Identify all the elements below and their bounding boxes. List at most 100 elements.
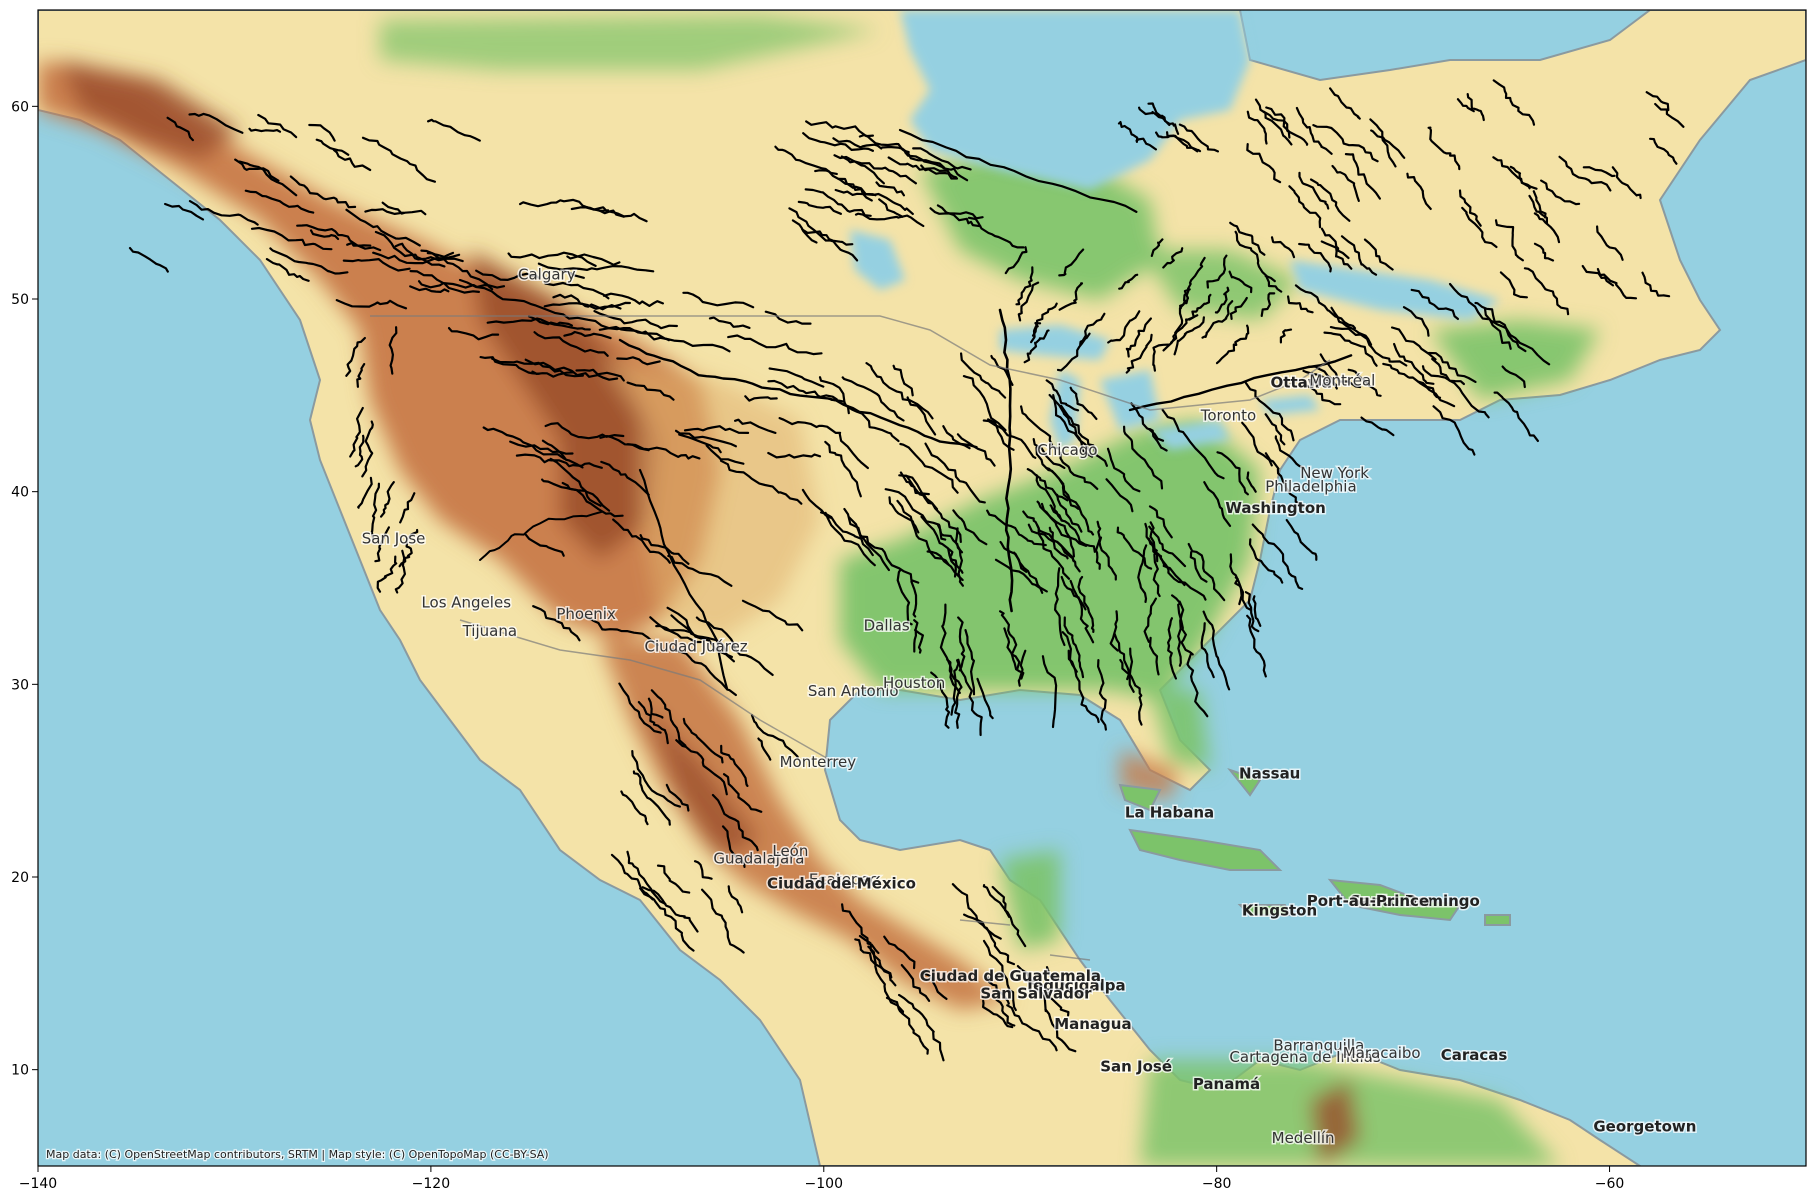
- river-line: [479, 356, 540, 375]
- river-line: [936, 204, 982, 228]
- river-line: [1246, 471, 1257, 493]
- river-line: [767, 379, 838, 401]
- river-line: [248, 127, 282, 133]
- river-line: [1456, 98, 1475, 113]
- place-label: Toronto: [1200, 406, 1256, 424]
- river-line: [1391, 326, 1437, 361]
- river-line: [335, 299, 408, 310]
- river-line: [744, 395, 778, 402]
- river-line: [612, 518, 671, 564]
- river-line: [380, 481, 395, 518]
- place-label: Santo Domingo: [1350, 892, 1480, 910]
- river-line: [1287, 295, 1314, 314]
- river-line: [1013, 551, 1048, 593]
- river-line: [376, 555, 398, 593]
- river-line: [896, 499, 950, 566]
- river-line: [381, 201, 427, 216]
- place-labels: Calgary San Jose Los Angeles Tijuana Phoenix…: [360, 264, 1698, 1148]
- river-line: [986, 509, 1047, 547]
- river-line: [552, 293, 631, 310]
- river-line: [309, 229, 340, 241]
- river-line: [1611, 166, 1642, 200]
- river-line: [188, 112, 244, 134]
- river-line: [957, 616, 966, 672]
- river-line: [840, 155, 885, 185]
- river-line: [1118, 273, 1139, 290]
- river-line: [768, 367, 825, 388]
- river-line: [1069, 386, 1098, 420]
- river-line: [1035, 474, 1063, 522]
- river-line: [930, 671, 951, 729]
- river-line: [912, 147, 972, 171]
- river-line: [544, 281, 610, 300]
- river-line: [906, 396, 937, 436]
- river-line: [1148, 505, 1173, 539]
- river-line: [982, 884, 1011, 918]
- river-line: [637, 701, 669, 745]
- river-line: [639, 534, 690, 565]
- river-line: [356, 363, 366, 388]
- river-line: [1295, 106, 1333, 155]
- river-line: [531, 370, 575, 378]
- river-line: [649, 616, 702, 644]
- river-line: [345, 336, 366, 377]
- place-label: León: [772, 842, 808, 860]
- river-line: [721, 825, 746, 868]
- place-label: Tijuana: [462, 622, 517, 640]
- river-line: [1032, 438, 1066, 469]
- river-line: [370, 482, 380, 540]
- river-line: [656, 864, 691, 894]
- river-line: [427, 118, 481, 142]
- river-line: [1189, 551, 1208, 583]
- river-line: [1149, 521, 1161, 598]
- river-line: [1128, 647, 1135, 693]
- river-line: [705, 444, 745, 465]
- river-line: [533, 331, 609, 357]
- river-line: [1061, 631, 1078, 673]
- river-line: [1302, 379, 1342, 406]
- river-line: [257, 113, 298, 139]
- river-line: [1279, 328, 1293, 344]
- river-line: [1288, 185, 1322, 229]
- river-line: [188, 200, 259, 226]
- river-line: [1052, 394, 1091, 452]
- river-line: [647, 697, 664, 719]
- place-label: Nassau: [1239, 765, 1300, 783]
- river-line: [374, 230, 446, 268]
- river-line: [954, 527, 964, 587]
- river-line: [1006, 1004, 1058, 1052]
- river-line: [875, 181, 905, 197]
- river-line: [570, 206, 648, 223]
- river-line: [1448, 282, 1512, 350]
- river-line: [1501, 365, 1526, 389]
- river-line: [1649, 137, 1678, 165]
- river-line: [398, 528, 419, 568]
- river-line: [727, 334, 823, 356]
- river-line: [599, 435, 650, 452]
- river-line: [315, 138, 350, 156]
- river-line: [1228, 270, 1253, 294]
- river-line: [1097, 659, 1107, 731]
- river-line: [885, 996, 929, 1055]
- river-line: [1329, 87, 1361, 120]
- river-line: [1461, 206, 1498, 249]
- river-line: [394, 549, 406, 594]
- river-line: [409, 270, 480, 294]
- river-line: [910, 580, 918, 618]
- river-line: [1130, 402, 1165, 442]
- river-line: [1162, 247, 1184, 269]
- river-line: [361, 136, 436, 183]
- river-line: [560, 265, 655, 273]
- river-line: [602, 292, 664, 307]
- river-line: [1215, 324, 1250, 365]
- place-label: Managua: [1054, 1015, 1131, 1033]
- river-line: [532, 605, 581, 642]
- place-label: San Jose: [362, 530, 426, 548]
- river-line: [1026, 468, 1069, 502]
- river-line: [1186, 652, 1209, 718]
- river-line: [515, 453, 603, 469]
- river-line: [899, 471, 930, 496]
- river-line: [1582, 166, 1616, 178]
- map-plot-area[interactable]: Calgary San Jose Los Angeles Tijuana Phoenix…: [38, 10, 1806, 1166]
- river-line: [346, 241, 372, 247]
